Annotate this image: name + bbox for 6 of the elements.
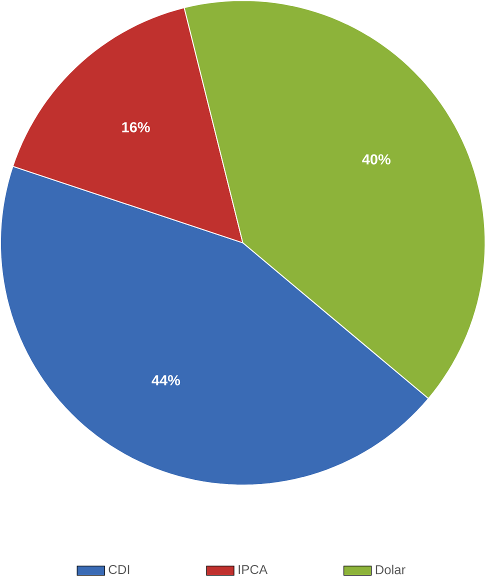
data-label: 16% (122, 122, 150, 132)
legend-label: CDI (108, 564, 130, 574)
legend-label: IPCA (238, 564, 268, 574)
legend-label: Dolar (376, 564, 406, 574)
data-label: 40% (362, 154, 391, 164)
data-label: 44% (152, 375, 180, 386)
